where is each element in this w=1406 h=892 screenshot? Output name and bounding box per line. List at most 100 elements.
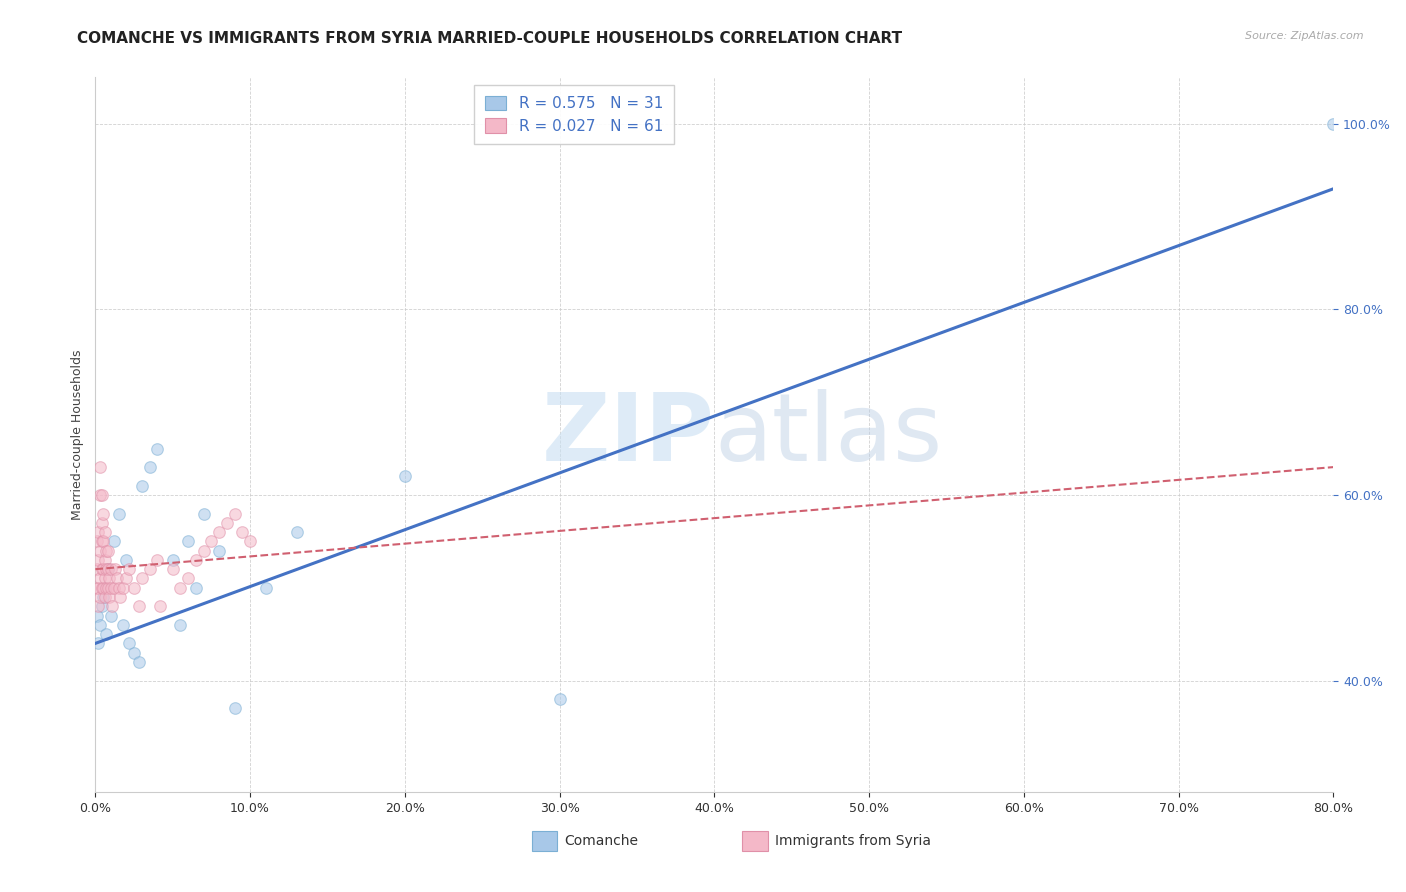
Point xyxy=(90,562,112,576)
Point xyxy=(105,571,128,585)
Point xyxy=(169,617,191,632)
Point xyxy=(162,553,184,567)
Point xyxy=(93,581,115,595)
Legend: R = 0.575   N = 31, R = 0.027   N = 61: R = 0.575 N = 31, R = 0.027 N = 61 xyxy=(474,85,673,145)
Point xyxy=(86,581,108,595)
Point xyxy=(131,478,153,492)
Point xyxy=(101,599,124,614)
Point xyxy=(90,534,112,549)
Point xyxy=(193,543,215,558)
Text: ZIP: ZIP xyxy=(541,389,714,481)
Point xyxy=(93,571,115,585)
Y-axis label: Married-couple Households: Married-couple Households xyxy=(72,350,84,520)
Point xyxy=(91,507,114,521)
Point xyxy=(146,553,169,567)
Point xyxy=(224,701,246,715)
Point xyxy=(91,581,114,595)
Point xyxy=(118,636,141,650)
Point xyxy=(224,507,246,521)
Point xyxy=(548,692,571,706)
Point xyxy=(122,581,145,595)
Point xyxy=(86,534,108,549)
Point xyxy=(112,617,135,632)
Point xyxy=(89,488,111,502)
Point xyxy=(87,636,110,650)
Point xyxy=(115,553,138,567)
Point xyxy=(86,608,108,623)
Point xyxy=(96,627,118,641)
Point xyxy=(90,516,112,530)
Point xyxy=(215,516,238,530)
Point xyxy=(107,581,129,595)
Text: Source: ZipAtlas.com: Source: ZipAtlas.com xyxy=(1246,31,1364,41)
Point xyxy=(208,543,231,558)
Point xyxy=(108,590,131,604)
Point xyxy=(93,524,115,539)
Point xyxy=(104,562,127,576)
Point xyxy=(91,590,114,604)
Point xyxy=(112,581,135,595)
Point xyxy=(97,543,120,558)
Point xyxy=(231,524,253,539)
Point xyxy=(96,581,118,595)
Point xyxy=(87,553,110,567)
Point xyxy=(254,581,277,595)
Point xyxy=(89,460,111,475)
Point xyxy=(177,571,200,585)
Point xyxy=(86,562,108,576)
Point xyxy=(107,507,129,521)
Text: COMANCHE VS IMMIGRANTS FROM SYRIA MARRIED-COUPLE HOUSEHOLDS CORRELATION CHART: COMANCHE VS IMMIGRANTS FROM SYRIA MARRIE… xyxy=(77,31,903,46)
Point xyxy=(146,442,169,456)
Point xyxy=(97,581,120,595)
Point xyxy=(91,534,114,549)
Point xyxy=(138,562,160,576)
Point xyxy=(200,534,222,549)
Point xyxy=(128,599,150,614)
Point xyxy=(103,534,125,549)
Point xyxy=(208,524,231,539)
Text: Comanche: Comanche xyxy=(564,834,638,848)
Point xyxy=(90,581,112,595)
Point xyxy=(103,581,125,595)
Point xyxy=(162,562,184,576)
Point xyxy=(89,571,111,585)
Point xyxy=(177,534,200,549)
Point xyxy=(93,553,115,567)
Point xyxy=(118,562,141,576)
Point xyxy=(394,469,416,483)
Point xyxy=(149,599,172,614)
Point xyxy=(115,571,138,585)
Point xyxy=(87,581,110,595)
Point xyxy=(193,507,215,521)
Point xyxy=(97,562,120,576)
Point xyxy=(239,534,262,549)
Point xyxy=(90,488,112,502)
Point xyxy=(87,599,110,614)
Point xyxy=(128,655,150,669)
Point xyxy=(138,460,160,475)
Point xyxy=(169,581,191,595)
Point xyxy=(97,562,120,576)
Point xyxy=(89,543,111,558)
Point xyxy=(91,562,114,576)
Text: atlas: atlas xyxy=(714,389,942,481)
Text: Immigrants from Syria: Immigrants from Syria xyxy=(775,834,931,848)
Point xyxy=(184,581,207,595)
Point xyxy=(100,581,122,595)
Point xyxy=(100,608,122,623)
Point xyxy=(87,524,110,539)
Point xyxy=(184,553,207,567)
Point xyxy=(98,590,121,604)
Point xyxy=(122,646,145,660)
Point xyxy=(96,562,118,576)
Point xyxy=(90,599,112,614)
Point xyxy=(89,590,111,604)
Point xyxy=(96,543,118,558)
Point xyxy=(98,571,121,585)
Point xyxy=(285,524,308,539)
Point xyxy=(93,590,115,604)
Point xyxy=(89,617,111,632)
Point xyxy=(100,562,122,576)
Point xyxy=(131,571,153,585)
Point xyxy=(1322,117,1344,131)
